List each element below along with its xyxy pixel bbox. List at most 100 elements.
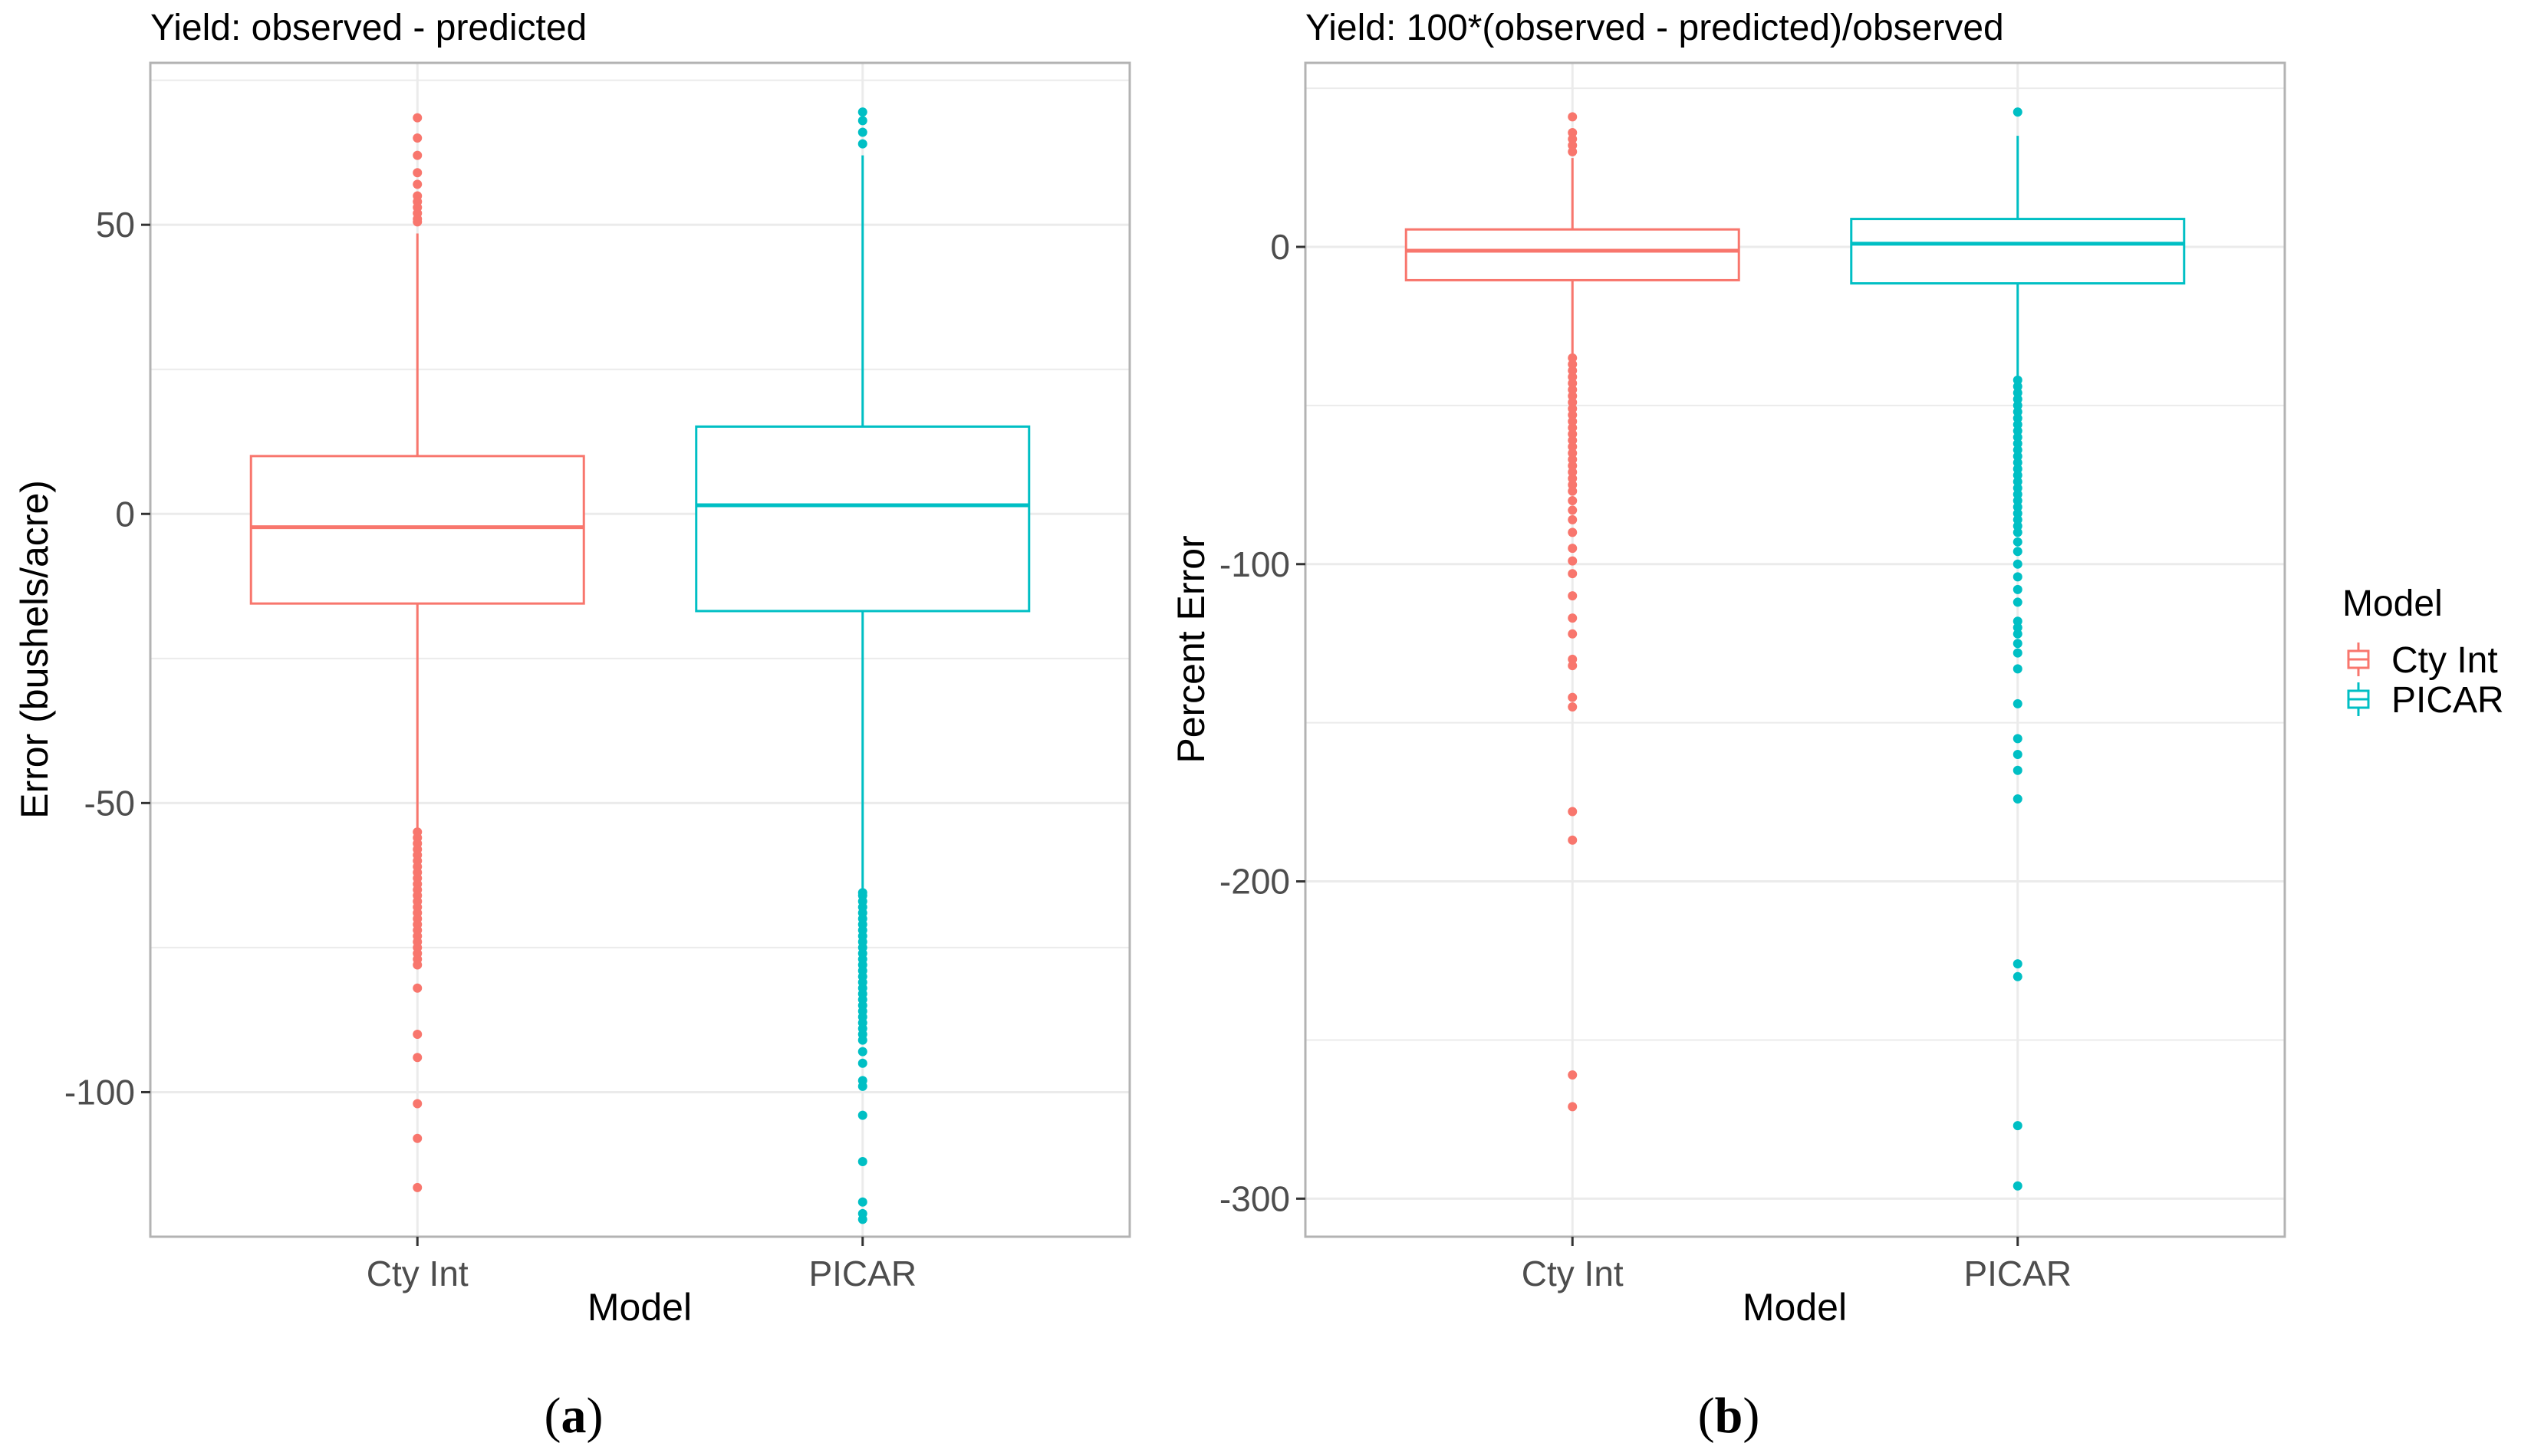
outlier-point xyxy=(2013,734,2022,744)
outlier-point xyxy=(2013,400,2022,410)
outlier-point xyxy=(1568,480,1578,490)
outlier-point xyxy=(1568,404,1578,414)
outlier-point xyxy=(1568,467,1578,477)
outlier-point xyxy=(2013,107,2022,117)
legend-item-label: Cty Int xyxy=(2391,640,2498,681)
x-tick-label: Cty Int xyxy=(1522,1254,1624,1293)
svg-text:(a): (a) xyxy=(545,1388,604,1444)
outlier-point xyxy=(2013,597,2022,607)
outlier-point xyxy=(2013,528,2022,537)
outlier-point xyxy=(413,150,423,160)
outlier-point xyxy=(1568,140,1578,150)
y-tick-label: -300 xyxy=(1219,1178,1290,1218)
y-tick-label: -100 xyxy=(64,1072,135,1112)
outlier-point xyxy=(857,1197,867,1207)
outlier-point xyxy=(2013,971,2022,981)
caption-a-letter: a xyxy=(561,1388,587,1444)
box-iqr xyxy=(1850,218,2186,285)
chart-a-title: Yield: observed - predicted xyxy=(150,8,587,48)
outlier-point xyxy=(2013,639,2022,649)
outlier-point xyxy=(1568,486,1578,496)
outlier-point xyxy=(1568,835,1578,845)
outlier-point xyxy=(2013,750,2022,760)
chart-a-y-ticks: 50 0 -50 -100 xyxy=(64,205,150,1112)
outlier-point xyxy=(2013,452,2022,462)
x-tick-label: PICAR xyxy=(808,1254,917,1293)
outlier-point xyxy=(2013,375,2022,385)
outlier-point xyxy=(857,1110,867,1120)
outlier-point xyxy=(2013,765,2022,775)
y-tick-label: 0 xyxy=(1270,227,1290,267)
y-tick-label: 0 xyxy=(115,494,135,534)
outlier-point xyxy=(413,179,423,189)
chart-a-boxes xyxy=(249,107,1031,1224)
outlier-point xyxy=(1568,613,1578,623)
outlier-point xyxy=(1568,505,1578,515)
outlier-point xyxy=(1568,366,1578,376)
caption-a: (a) xyxy=(545,1388,604,1444)
box-iqr xyxy=(695,425,1031,613)
outlier-point xyxy=(1568,591,1578,601)
outlier-point xyxy=(857,107,867,117)
outlier-point xyxy=(1568,397,1578,407)
outlier-point xyxy=(413,1053,423,1063)
box-iqr xyxy=(1404,228,1740,281)
outlier-point xyxy=(1568,544,1578,554)
y-tick-label: -200 xyxy=(1219,862,1290,902)
outlier-point xyxy=(1568,448,1578,458)
outlier-point xyxy=(1568,112,1578,122)
outlier-point xyxy=(857,1081,867,1091)
outlier-point xyxy=(1568,455,1578,465)
outlier-point xyxy=(2013,502,2022,512)
outlier-point xyxy=(2013,537,2022,547)
outlier-point xyxy=(2013,382,2022,392)
chart-b-y-ticks: 0 -100 -200 -300 xyxy=(1219,227,1305,1218)
outlier-point xyxy=(2013,616,2022,626)
x-tick-label: Cty Int xyxy=(367,1254,469,1293)
y-tick-label: -100 xyxy=(1219,544,1290,584)
outlier-point xyxy=(2013,458,2022,468)
outlier-point xyxy=(857,116,867,126)
box-cty-int xyxy=(249,113,585,1192)
legend-item-picar: PICAR xyxy=(2347,680,2504,721)
outlier-point xyxy=(1568,569,1578,579)
outlier-point xyxy=(2013,514,2022,524)
outlier-point xyxy=(413,983,423,993)
panel-b: Yield: 100*(observed - predicted)/observ… xyxy=(1170,8,2286,1329)
outlier-point xyxy=(1568,372,1578,382)
outlier-point xyxy=(413,113,423,123)
chart-b-x-ticks: Cty Int PICAR xyxy=(1522,1237,2072,1293)
y-tick-label: -50 xyxy=(84,783,135,823)
outlier-point xyxy=(857,1214,867,1224)
outlier-point xyxy=(1568,391,1578,401)
outlier-point xyxy=(1568,528,1578,537)
outlier-point xyxy=(2013,477,2022,487)
outlier-point xyxy=(2013,623,2022,633)
panel-a: Yield: observed - predicted 50 0 -50 -100 C… xyxy=(13,8,1131,1329)
outlier-point xyxy=(1568,378,1578,388)
outlier-point xyxy=(1568,442,1578,452)
outlier-point xyxy=(1568,807,1578,817)
caption-b-letter: b xyxy=(1715,1388,1743,1444)
outlier-point xyxy=(1568,353,1578,363)
outlier-point xyxy=(413,217,423,227)
outlier-point xyxy=(1568,1102,1578,1112)
outlier-point xyxy=(857,1156,867,1166)
chart-b-y-label: Percent Error xyxy=(1170,535,1213,763)
outlier-point xyxy=(1568,514,1578,524)
box-picar xyxy=(695,107,1031,1224)
outlier-point xyxy=(1568,416,1578,426)
outlier-point xyxy=(2013,496,2022,506)
outlier-point xyxy=(1568,474,1578,484)
outlier-point xyxy=(857,127,867,137)
outlier-point xyxy=(2013,407,2022,417)
outlier-point xyxy=(857,1058,867,1068)
outlier-point xyxy=(413,168,423,178)
x-tick-label: PICAR xyxy=(1963,1254,2072,1293)
outlier-point xyxy=(1568,128,1578,138)
outlier-point xyxy=(1568,496,1578,506)
caption-b: (b) xyxy=(1698,1388,1760,1444)
